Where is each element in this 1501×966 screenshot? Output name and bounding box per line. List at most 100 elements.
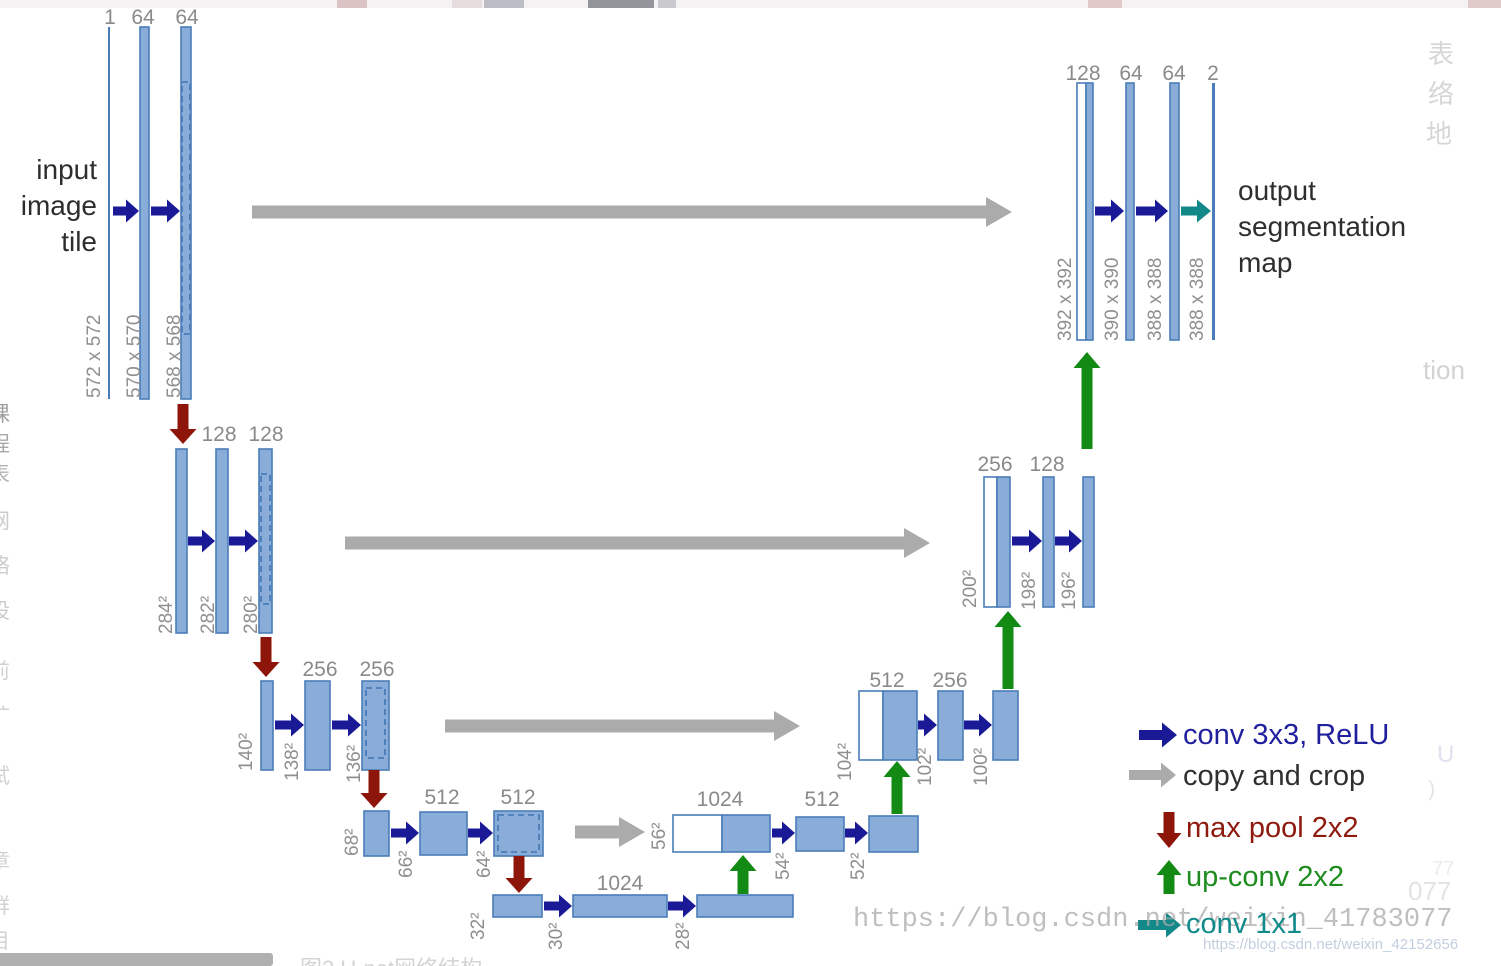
up-conv-arrow — [729, 855, 757, 894]
conv3x3-arrow — [332, 713, 361, 737]
top-edge-image-fragment — [337, 0, 367, 8]
top-edge-image-fragment — [588, 0, 654, 8]
copy-crop-arrow — [345, 528, 930, 558]
feature-map-box — [721, 814, 771, 853]
channel-count-label: 1 — [104, 6, 116, 29]
top-edge-image-fragment — [1468, 0, 1501, 8]
dimension-label: 392 x 392 — [1055, 257, 1076, 341]
legend-arrow — [1156, 812, 1182, 848]
conv3x3-arrow — [1012, 529, 1042, 553]
dimension-label: 68² — [342, 828, 363, 856]
crop-region-dashed-outline — [260, 473, 271, 605]
conv3x3-arrow — [1095, 199, 1124, 223]
conv1x1-arrow — [1181, 199, 1211, 223]
conv3x3-arrow — [391, 821, 419, 845]
conv3x3-arrow — [1055, 529, 1082, 553]
channel-count-label: 512 — [424, 786, 460, 809]
background-text-fragment: 扩 — [0, 700, 10, 730]
conv3x3-arrow — [468, 821, 493, 845]
channel-count-label: 128 — [248, 423, 284, 446]
feature-map-box — [304, 680, 331, 771]
channel-count-label: 2 — [1207, 62, 1219, 85]
dimension-label: 570 x 570 — [124, 314, 145, 398]
conv3x3-arrow — [188, 529, 215, 553]
channel-count-label: 128 — [1029, 453, 1065, 476]
legend-label: max pool 2x2 — [1186, 812, 1359, 844]
dimension-label: 54² — [773, 852, 794, 880]
dimension-label: 28² — [673, 922, 694, 950]
dimension-label: 100² — [971, 747, 992, 786]
feature-map-box — [139, 26, 150, 400]
up-conv-arrow — [1073, 352, 1101, 449]
background-text-fragment: 表 — [0, 458, 10, 488]
max-pool-arrow — [360, 770, 388, 808]
feature-map-box — [492, 894, 543, 918]
top-edge-strip — [0, 0, 1501, 8]
copy-crop-arrow — [575, 817, 645, 847]
feature-map-box — [996, 476, 1011, 608]
channel-count-label: 64 — [1119, 62, 1143, 85]
feature-map-box — [696, 894, 794, 918]
legend-arrow — [1139, 722, 1177, 748]
dimension-label: 136² — [344, 744, 365, 783]
watermark-url-large: https://blog.csdn.net/weixin_41783077 — [853, 905, 1453, 935]
feature-map-box — [180, 26, 192, 400]
background-text-fragment: 网 — [0, 505, 10, 535]
dimension-label: 32² — [468, 912, 489, 940]
channel-count-label: 1024 — [596, 872, 644, 895]
feature-map-box — [108, 27, 110, 399]
conv3x3-arrow — [113, 199, 139, 223]
channel-count-label: 256 — [359, 658, 395, 681]
dimension-label: 200² — [960, 569, 981, 608]
conv3x3-arrow — [544, 894, 572, 918]
crop-region-dashed-outline — [365, 687, 386, 759]
conv3x3-arrow — [668, 894, 696, 918]
feature-map-box — [215, 448, 229, 634]
feature-map-box — [1082, 476, 1095, 608]
dimension-label: 388 x 388 — [1145, 257, 1166, 341]
legend-arrow — [1138, 912, 1181, 938]
max-pool-arrow — [169, 404, 197, 444]
crop-region-dashed-outline — [497, 814, 540, 853]
background-text-fragment: 章 — [0, 845, 10, 875]
conv3x3-arrow — [845, 821, 868, 845]
feature-map-box — [572, 894, 668, 918]
max-pool-arrow — [505, 856, 533, 893]
background-text-fragment: 表 — [1428, 39, 1455, 69]
background-text-fragment: 群 — [0, 890, 10, 920]
copy-crop-arrow — [445, 711, 800, 741]
legend-arrow — [1156, 860, 1182, 894]
conv3x3-arrow — [964, 713, 992, 737]
dimension-label: 102² — [915, 747, 936, 786]
background-text-fragment: 077 — [1408, 876, 1452, 906]
channel-count-label: 1024 — [696, 788, 744, 811]
feature-map-box — [258, 448, 273, 634]
output-segmentation-map-caption: output segmentation map — [1238, 175, 1407, 278]
background-text-fragment: 程 — [0, 428, 10, 458]
channel-count-label: 512 — [869, 669, 905, 692]
bottom-gray-bar — [0, 953, 273, 966]
channel-count-label: 512 — [500, 786, 536, 809]
channel-count-label: 64 — [131, 6, 155, 29]
conv3x3-arrow — [229, 529, 258, 553]
up-conv-arrow — [883, 761, 911, 814]
copy-crop-arrow — [252, 197, 1012, 227]
figure-caption-clipped: 图2 U-net网络结构 — [300, 951, 482, 966]
channel-count-label: 64 — [1162, 62, 1186, 85]
feature-map-box — [1212, 83, 1215, 340]
dimension-label: 64² — [474, 850, 495, 878]
background-text-fragment: U — [1437, 741, 1455, 768]
feature-map-box — [260, 680, 274, 771]
feature-map-box — [1085, 82, 1094, 341]
feature-map-box — [1125, 82, 1135, 341]
channel-count-label: 256 — [932, 669, 968, 692]
legend-label: conv 1x1 — [1186, 908, 1303, 940]
channel-count-label: 256 — [302, 658, 338, 681]
feature-map-box — [363, 810, 390, 857]
conv3x3-arrow — [275, 713, 304, 737]
